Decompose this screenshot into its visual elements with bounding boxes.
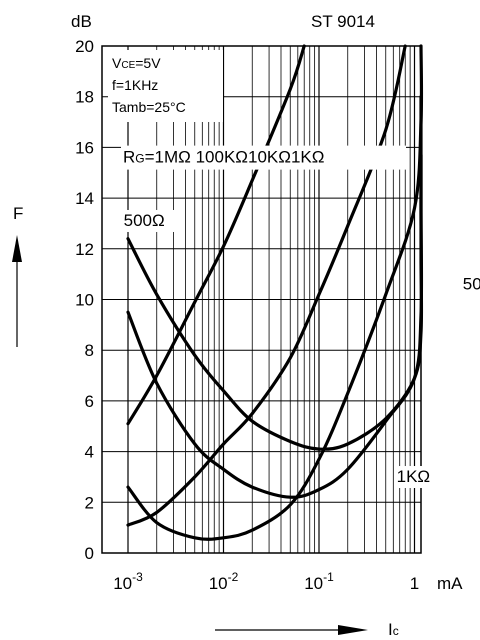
y-tick-label: 6 <box>85 392 94 411</box>
y-tick-label: 2 <box>85 493 94 512</box>
y-tick-label: 8 <box>85 341 94 360</box>
x-tick-label: 1 <box>410 574 419 593</box>
plot-frame <box>101 45 422 554</box>
annotation-label: 500Ω <box>124 211 165 230</box>
condition-frequency: f=1KHz <box>112 77 158 93</box>
x-tick-label: 10-1 <box>304 570 334 593</box>
y-tick-labels: 0 2 4 6 8 10 12 14 16 18 20 <box>75 37 94 563</box>
test-conditions: VCE=5V f=1KHz Tamb=25°C <box>108 50 223 122</box>
y-tick-label: 0 <box>85 544 94 563</box>
y-tick-label: 12 <box>75 240 94 259</box>
annotation-label: 1KΩ <box>397 467 431 486</box>
annotation-background <box>460 273 480 296</box>
y-tick-label: 4 <box>85 443 94 462</box>
annotation-background <box>121 209 176 232</box>
curve-500Ω <box>126 153 424 451</box>
y-tick-label: 20 <box>75 37 94 56</box>
y-axis-label: F <box>13 204 23 223</box>
annotation-background <box>394 466 449 489</box>
y-tick-label: 10 <box>75 291 94 310</box>
x-unit-label: mA <box>437 574 463 593</box>
series-label-row: RG=1MΩ 100KΩ10KΩ1KΩ <box>123 148 324 167</box>
x-axis-arrow <box>215 625 368 635</box>
series-labels: RG=1MΩ 100KΩ10KΩ1KΩ 500Ω 500Ω 1KΩ <box>121 145 480 489</box>
curve-10KΩ <box>126 44 424 541</box>
x-tick-label: 10-3 <box>113 570 143 593</box>
x-axis-label: Ic <box>388 620 399 639</box>
chart-title: ST 9014 <box>311 12 375 31</box>
y-tick-label: 16 <box>75 138 94 157</box>
y-unit-label: dB <box>71 12 92 31</box>
y-tick-label: 14 <box>75 189 94 208</box>
y-tick-label: 18 <box>75 88 94 107</box>
series-label-background <box>121 145 406 170</box>
x-tick-label: 10-2 <box>209 570 239 593</box>
condition-vce: VCE=5V <box>112 55 161 71</box>
x-tick-labels: 10-310-210-1110 <box>113 570 419 593</box>
y-axis-arrow <box>12 235 22 347</box>
condition-temperature: Tamb=25°C <box>112 99 186 115</box>
annotation-label: 500Ω <box>463 274 480 293</box>
grid-lines <box>102 46 421 553</box>
curve-1MΩ <box>126 44 306 426</box>
